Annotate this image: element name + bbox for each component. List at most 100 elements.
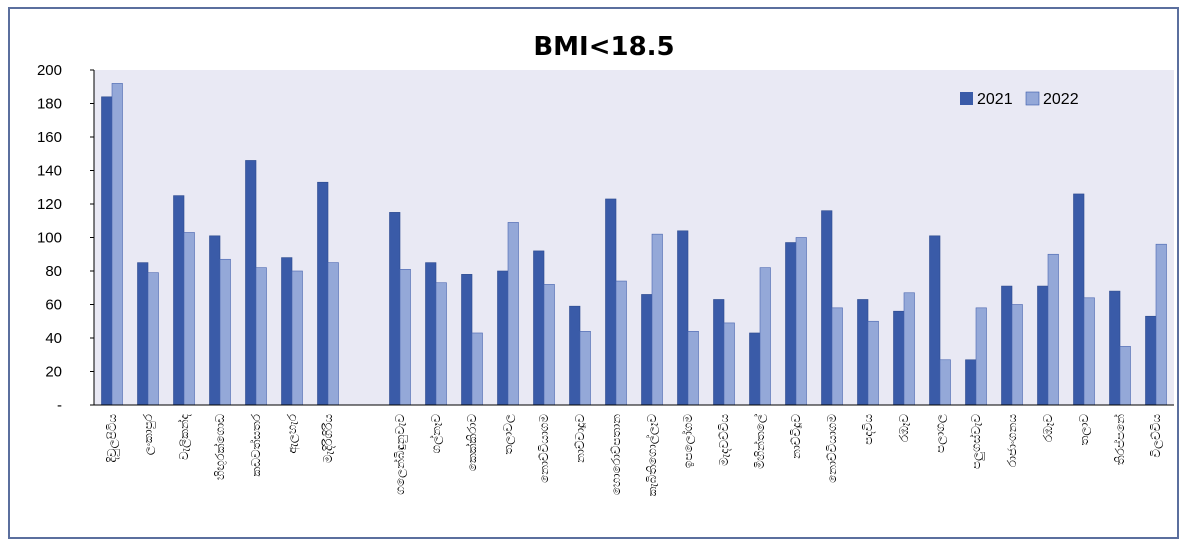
bar-2021-11 [497,270,509,406]
bar-2022-23 [939,359,951,406]
x-category-label: ඉපලෝගම [681,414,696,468]
bar-2021-24 [965,359,977,406]
bar-2022-17 [723,322,735,406]
x-category-label: කැබිතිගොල්ලෑව [645,414,660,497]
x-axis-labels: දිවුලපිටිය ලංකාපුර වැලිකන්ද හිඟුරක්ගොඩ කඩවත්… [105,413,1164,496]
bar-2022-10 [471,332,483,406]
bar-2021-0 [101,96,113,406]
bar-2022-3 [219,258,231,406]
bar-2022-26 [1047,253,1059,406]
bar-2021-28 [1109,290,1121,406]
x-category-label: ඇලහැර [285,413,300,453]
bar-2021-10 [461,274,473,406]
x-category-label: නොච්චියාගම [537,414,551,483]
bar-2022-13 [579,330,591,406]
x-category-label: පදවිය [861,414,875,445]
legend-swatch-2021 [960,92,973,105]
bar-2022-21 [867,320,879,406]
bar-2021-5 [281,257,293,406]
bars-group [101,83,1167,406]
y-tick-label: 140 [37,163,62,180]
y-tick-label: 160 [37,129,62,146]
chart-title: BMI<18.5 [533,32,674,62]
bar-2021-25 [1001,285,1013,406]
x-category-label: පලුගස්වැව [969,414,985,469]
legend: 2021 2022 [960,91,1079,108]
x-category-label: ගලෙන්බිඳුනුවැව [393,414,408,495]
bar-2022-1 [147,272,159,406]
x-category-label: කඩවත්සතර [249,413,263,476]
x-category-label: රඹෑව [897,414,911,442]
bar-2021-16 [677,230,689,406]
bar-2021-22 [893,310,905,406]
legend-swatch-2022 [1025,91,1040,106]
bar-2021-20 [821,210,833,406]
y-tick-label: 60 [45,297,62,314]
bar-2021-9 [425,262,437,406]
bar-2021-19 [785,242,797,406]
y-tick-label: - [57,397,62,414]
bar-2021-1 [137,262,149,406]
bar-2022-0 [111,83,123,406]
x-category-label: මැදිරිගිරිය [321,414,335,463]
bar-2022-27 [1083,297,1095,406]
bar-2021-3 [209,235,221,406]
bar-2021-26 [1037,285,1049,406]
y-tick-label: 200 [37,62,62,79]
bar-2022-6 [327,262,339,406]
bar-2022-12 [543,284,555,406]
x-category-label: නාච්චාදූව [573,414,587,463]
bar-2021-2 [173,195,185,406]
bar-2022-22 [903,292,915,406]
x-category-label: ගල්නෑව [429,414,444,454]
bar-2021-12 [533,250,545,406]
x-category-label: හිඟුරක්ගොඩ [213,414,227,480]
bar-2021-15 [641,294,653,406]
x-category-label: කෙක්කිරාව [465,414,479,472]
bar-2021-4 [245,160,257,406]
x-category-label: පලාගල [933,414,948,453]
x-category-label: හොරොව්පතාන [609,414,623,495]
y-tick-label: 80 [45,263,62,280]
bar-2021-8 [389,212,401,406]
bar-2022-25 [1011,304,1023,406]
x-category-label: රාජාංගනය [1005,414,1019,468]
bar-2022-11 [507,222,519,406]
bar-2021-18 [749,332,761,406]
bar-2022-24 [975,307,987,406]
bar-2021-14 [605,198,617,406]
bar-2022-14 [615,280,627,406]
y-tick-label: 180 [37,96,62,113]
y-tick-label: 100 [37,230,62,247]
bar-2021-23 [929,235,941,406]
bar-2021-6 [317,181,329,406]
x-category-label: මැදවච්චිය [717,414,731,466]
y-tick-label: 120 [37,196,62,213]
x-category-label: රඹෑව [1041,414,1055,442]
x-category-label: තිරප්පනේ [1113,414,1127,465]
bar-2022-8 [399,269,411,406]
bar-2021-21 [857,299,869,406]
bar-2022-16 [687,330,699,406]
y-axis: - 20 40 60 80 100 120 140 160 180 200 [37,62,94,414]
bar-2022-20 [831,307,843,406]
y-tick-label: 20 [45,364,62,381]
bar-2022-18 [759,267,771,406]
x-category-label: විලච්චිය [1149,414,1164,458]
bar-2022-15 [651,233,663,406]
bar-2022-5 [291,270,303,406]
x-category-label: තලාවල [501,414,516,455]
bar-2022-4 [255,267,267,406]
x-category-label: ලංකාපුර [141,413,156,455]
x-category-label: වැලිකන්ද [177,413,192,460]
legend-label-2021: 2021 [977,91,1013,108]
bar-2021-13 [569,305,581,406]
bar-2021-29 [1145,315,1157,406]
y-tick-label: 40 [45,330,62,347]
legend-label-2022: 2022 [1043,91,1079,108]
x-category-label: නොච්චියාගම [825,414,839,483]
bar-2022-28 [1119,346,1131,406]
bar-2022-19 [795,237,807,406]
